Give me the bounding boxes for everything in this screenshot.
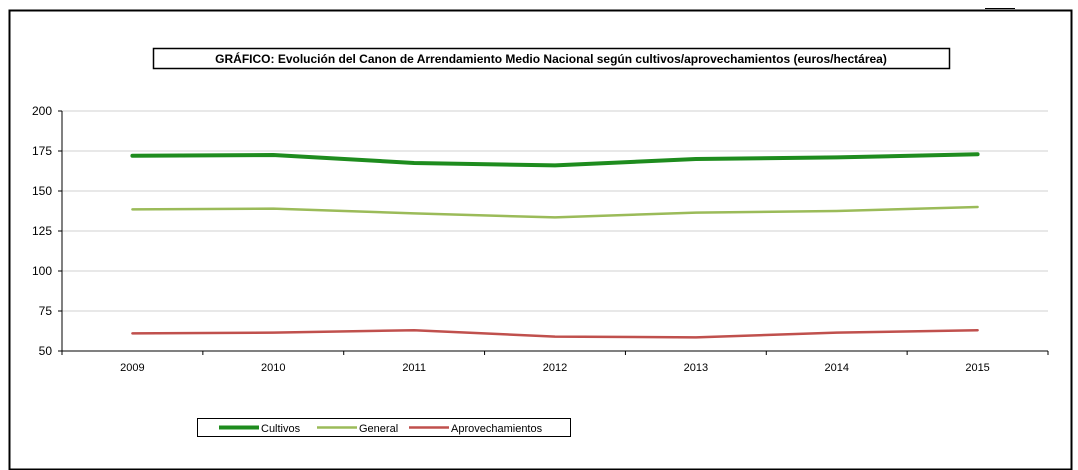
x-tick-label: 2010 [261,362,285,374]
y-tick-label: 50 [39,344,53,358]
x-tick-label: 2012 [543,362,567,374]
y-tick-label: 150 [32,184,52,198]
y-tick-label: 125 [32,224,52,238]
legend: Cultivos General Aprovechamientos [219,423,543,435]
legend-box [197,418,571,437]
x-tick-label: 2011 [402,362,426,374]
x-tick-label: 2015 [965,362,989,374]
y-tick-label: 75 [39,304,53,318]
x-tick-label: 2014 [824,362,848,374]
chart-title-box [152,47,951,70]
x-tick-label: 2013 [684,362,708,374]
x-tick-label: 2009 [120,362,144,374]
legend-label: General [359,423,398,435]
legend-label: Cultivos [261,423,301,435]
legend-label: Aprovechamientos [451,423,543,435]
series-line-aprovechamientos [131,328,979,339]
chart-border [8,9,1073,470]
chart-title: GRÁFICO: Evolución del Canon de Arrendam… [215,51,887,66]
y-tick-label: 100 [32,264,52,278]
plot-area: 50 75 100 125 150 175 200 2009 2010 2011 2012 2013 2… [32,104,1049,374]
series-line-general [131,205,979,219]
series-line-cultivos [130,152,980,168]
y-tick-label: 200 [32,104,52,118]
y-tick-label: 175 [32,144,52,158]
